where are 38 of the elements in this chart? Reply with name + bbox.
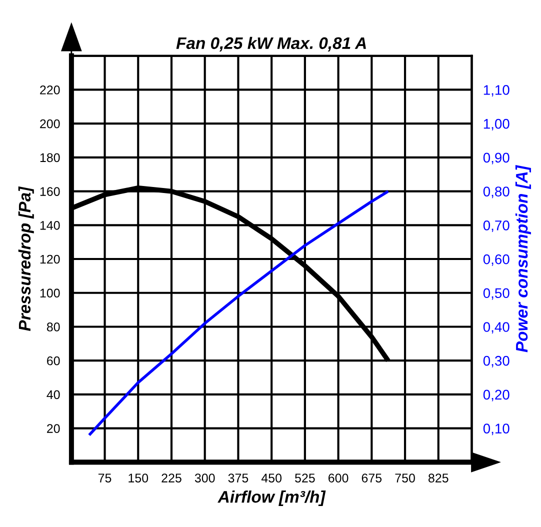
x-tick-label: 825 — [428, 474, 448, 482]
y2-tick-label: 0,30 — [483, 356, 510, 368]
x-tick-label: 75 — [98, 474, 112, 482]
x-axis-title: Airflow [m³/h] — [218, 490, 326, 506]
line-series — [88, 190, 390, 436]
y-tick-label: 220 — [40, 86, 60, 94]
y2-tick-label: 1,00 — [484, 118, 510, 130]
y-tick-label: 60 — [47, 356, 60, 366]
x-tick-label: 750 — [395, 474, 415, 482]
y-tick-label: 80 — [46, 322, 60, 332]
x-tick-label: 675 — [362, 474, 382, 482]
chart-title: Fan 0,25 kW Max. 0,81 A — [176, 36, 366, 52]
x-tick-label: 150 — [128, 474, 148, 482]
y2-tick-label: 0,80 — [483, 186, 510, 198]
y2-tick-label: 0,20 — [483, 390, 510, 402]
x-tick-label: 450 — [261, 474, 282, 482]
y-tick-label: 200 — [40, 119, 60, 128]
x-tick-label: 600 — [328, 474, 348, 482]
y-tick-label: 140 — [40, 220, 60, 230]
x-tick-label: 225 — [162, 474, 182, 482]
y2-tick-label: 0,90 — [483, 152, 510, 164]
y-tick-label: 120 — [40, 254, 60, 264]
y-tick-label: 100 — [40, 288, 60, 298]
x-tick-label: 525 — [295, 474, 315, 482]
y2-tick-label: 0,50 — [483, 288, 510, 300]
y-tick-label: 180 — [40, 153, 60, 162]
y2-tick-label: 1,10 — [484, 85, 510, 97]
y2-axis-title: Power consumption [A] — [515, 165, 531, 352]
y-tick-label: 40 — [46, 390, 60, 400]
y2-tick-label: 0,60 — [483, 254, 510, 266]
y-tick-label: 160 — [40, 187, 60, 196]
y2-tick-label: 0,40 — [483, 322, 510, 334]
y-tick-label: 20 — [47, 424, 60, 433]
x-tick-label: 375 — [228, 474, 248, 482]
x-tick-label: 300 — [194, 474, 215, 482]
y2-tick-label: 0,70 — [483, 220, 510, 232]
y2-tick-label: 0,10 — [483, 424, 510, 436]
y-axis-title: Pressuredrop [Pa] — [18, 186, 34, 331]
